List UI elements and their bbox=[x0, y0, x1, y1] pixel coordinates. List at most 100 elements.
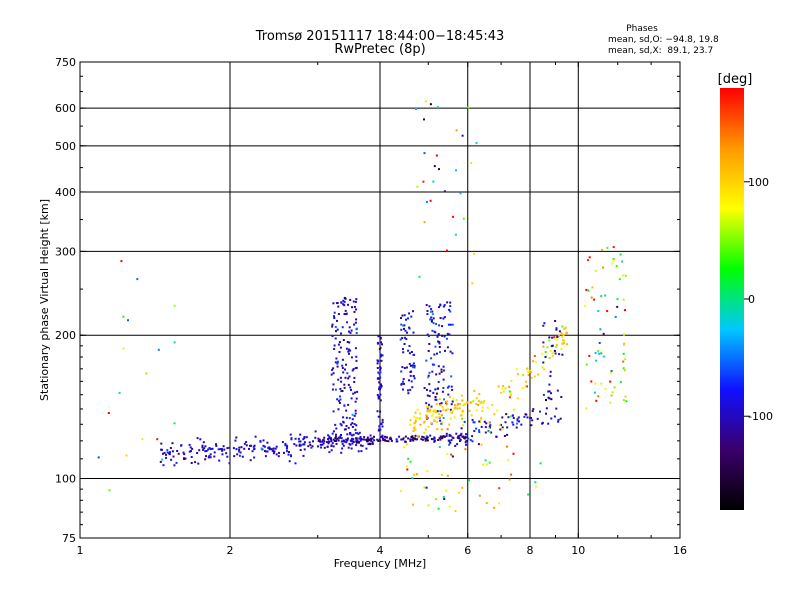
data-point bbox=[442, 386, 445, 389]
data-point bbox=[332, 438, 335, 441]
data-point bbox=[380, 341, 382, 344]
data-point bbox=[345, 312, 348, 315]
data-point bbox=[334, 435, 337, 438]
data-point bbox=[288, 451, 290, 453]
data-point bbox=[487, 427, 490, 430]
data-point bbox=[162, 452, 164, 455]
data-point bbox=[409, 388, 412, 391]
data-point bbox=[625, 400, 628, 403]
data-point bbox=[341, 358, 344, 361]
data-point bbox=[323, 446, 326, 449]
data-point bbox=[526, 385, 528, 388]
data-point bbox=[402, 324, 405, 327]
data-point bbox=[120, 260, 123, 263]
data-point bbox=[430, 316, 433, 319]
data-point bbox=[429, 389, 432, 392]
stats-line-x: mean, sd,X: 89.1, 23.7 bbox=[608, 46, 713, 56]
data-point bbox=[491, 404, 494, 407]
data-point bbox=[413, 364, 416, 367]
data-point bbox=[400, 490, 403, 493]
data-point bbox=[544, 356, 547, 358]
data-point bbox=[353, 323, 356, 326]
data-point bbox=[561, 335, 564, 338]
data-point bbox=[221, 453, 224, 456]
data-point bbox=[459, 439, 462, 442]
data-point bbox=[377, 397, 380, 400]
plot-area: 1 2 4 6 8 10 16 75 100 200 300 400 500 600 750 bbox=[55, 56, 687, 557]
data-point bbox=[457, 435, 460, 438]
data-point bbox=[213, 455, 216, 458]
data-point bbox=[272, 449, 275, 452]
data-point bbox=[342, 299, 345, 302]
data-point bbox=[480, 443, 483, 446]
data-point bbox=[423, 118, 425, 121]
data-point bbox=[366, 437, 369, 440]
data-point bbox=[165, 456, 167, 459]
data-point bbox=[446, 453, 449, 455]
data-point bbox=[348, 326, 351, 329]
data-point bbox=[500, 423, 502, 426]
data-point bbox=[442, 435, 445, 438]
data-point bbox=[449, 417, 452, 420]
data-point bbox=[590, 296, 593, 299]
data-point bbox=[480, 400, 483, 403]
data-point bbox=[511, 414, 514, 417]
data-point bbox=[436, 420, 439, 423]
data-point bbox=[353, 414, 356, 417]
data-point bbox=[522, 374, 525, 376]
data-point bbox=[428, 410, 431, 413]
data-point bbox=[290, 438, 293, 441]
data-point bbox=[343, 386, 346, 389]
data-point bbox=[354, 367, 357, 370]
data-point bbox=[334, 361, 337, 364]
data-point bbox=[479, 402, 482, 405]
data-point bbox=[430, 308, 433, 311]
data-point bbox=[448, 423, 451, 426]
data-point bbox=[400, 370, 403, 373]
data-point bbox=[228, 446, 231, 449]
data-point bbox=[595, 359, 598, 362]
data-point bbox=[439, 435, 442, 438]
data-point bbox=[440, 370, 443, 373]
data-point bbox=[382, 437, 384, 440]
data-point bbox=[259, 440, 262, 443]
data-point bbox=[411, 477, 414, 480]
data-point bbox=[353, 376, 356, 379]
data-point bbox=[342, 339, 345, 341]
y-tick-label: 500 bbox=[55, 140, 76, 153]
data-point bbox=[483, 400, 486, 403]
data-point bbox=[351, 306, 353, 309]
data-point bbox=[554, 320, 557, 322]
data-point bbox=[415, 417, 418, 420]
data-point bbox=[328, 451, 331, 454]
data-point bbox=[600, 352, 603, 355]
data-point bbox=[585, 288, 588, 291]
data-point bbox=[376, 438, 379, 441]
data-point bbox=[590, 380, 593, 383]
data-point bbox=[602, 332, 605, 335]
data-point bbox=[409, 374, 412, 377]
data-point bbox=[473, 430, 476, 432]
data-point bbox=[238, 446, 241, 449]
data-point bbox=[425, 415, 428, 418]
data-point bbox=[275, 445, 278, 448]
data-point bbox=[466, 436, 468, 439]
data-point bbox=[400, 328, 403, 331]
data-point bbox=[359, 436, 362, 438]
data-point bbox=[506, 426, 509, 429]
data-point bbox=[612, 258, 615, 260]
data-point bbox=[467, 437, 470, 440]
data-point bbox=[598, 342, 601, 344]
data-point bbox=[409, 438, 412, 441]
data-point bbox=[349, 331, 352, 334]
data-point bbox=[238, 448, 241, 451]
data-point bbox=[169, 451, 171, 454]
data-point bbox=[176, 450, 179, 452]
data-point bbox=[343, 297, 346, 300]
data-point bbox=[504, 387, 507, 390]
data-point bbox=[436, 410, 439, 413]
data-point bbox=[427, 374, 430, 377]
data-point bbox=[400, 317, 402, 319]
data-point bbox=[457, 403, 460, 406]
data-point bbox=[413, 437, 416, 440]
